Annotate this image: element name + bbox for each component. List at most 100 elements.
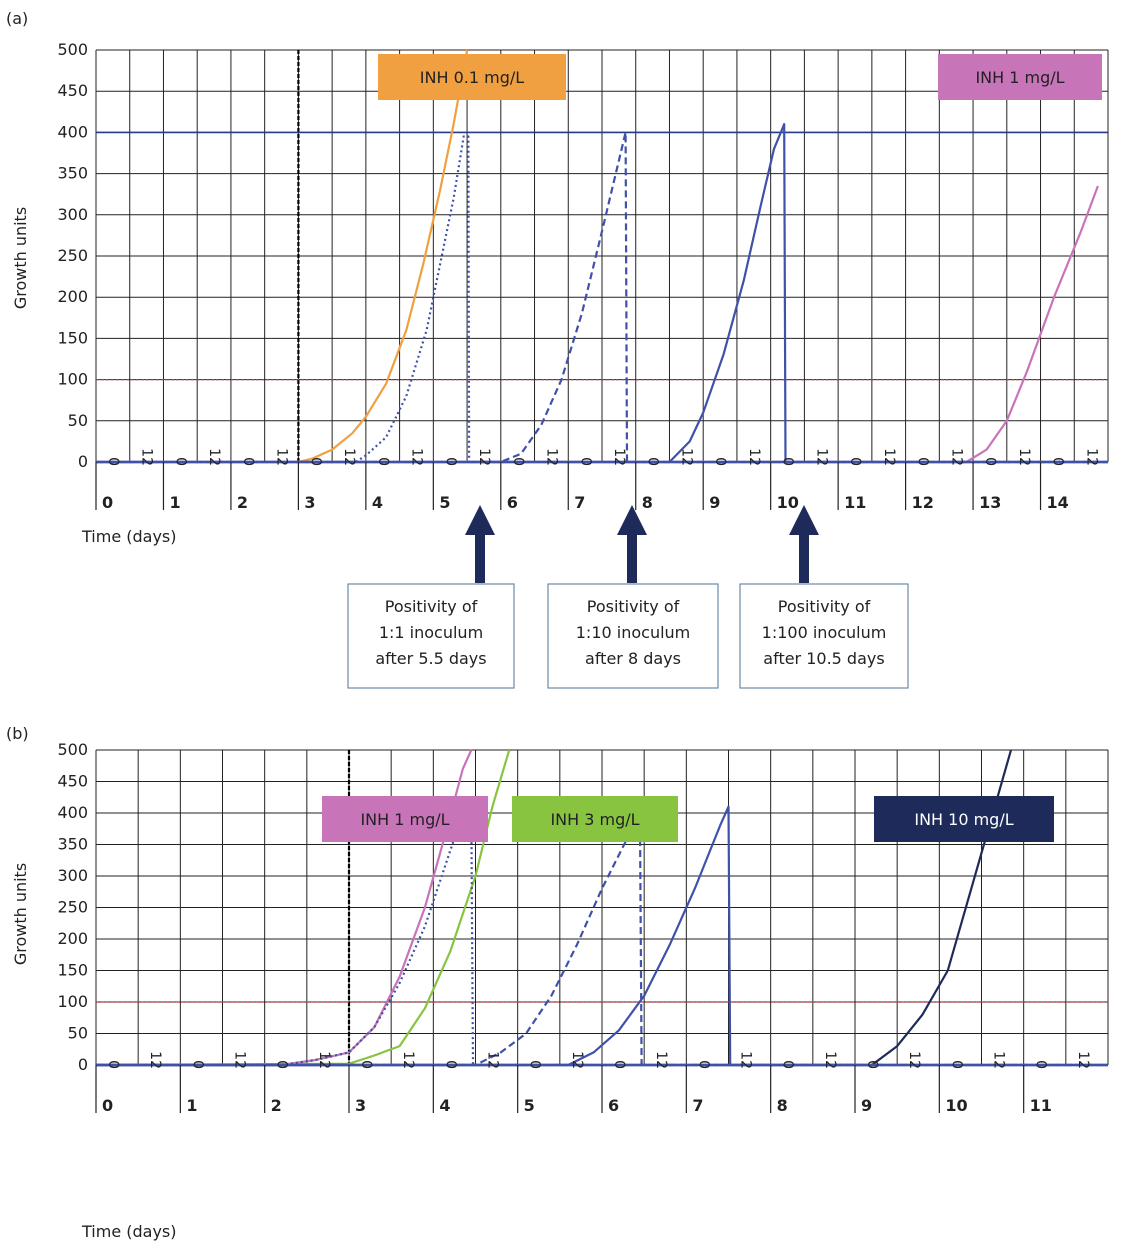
x-tick-label: 0 — [915, 457, 931, 466]
x-tick-label: 12 — [813, 448, 829, 466]
x-tick-label: 12 — [341, 448, 357, 466]
legend-box — [512, 796, 678, 842]
callout-line: Positivity of — [778, 597, 871, 616]
x-tick-label: 0 — [307, 457, 323, 466]
x-tick-label: 0 — [442, 457, 458, 466]
y-tick-label: 350 — [57, 835, 88, 854]
x-tick-label: 0 — [712, 457, 728, 466]
x-tick-label: 12 — [544, 448, 560, 466]
x-tick-label: 12 — [476, 448, 492, 466]
y-tick-label: 250 — [57, 898, 88, 917]
x-tick-label: 0 — [442, 1060, 458, 1069]
legend-label: INH 0.1 mg/L — [420, 68, 524, 87]
day-label: 5 — [439, 493, 450, 512]
callout-2: Positivity of 1:10 inoculum after 8 days — [547, 505, 719, 689]
callout-3: Positivity of 1:100 inoculum after 10.5 … — [739, 505, 909, 689]
x-tick-label: 12 — [139, 448, 155, 466]
day-label: 4 — [439, 1096, 450, 1115]
day-label: 2 — [271, 1096, 282, 1115]
day-label: 13 — [979, 493, 1001, 512]
legend-box — [378, 54, 566, 100]
y-tick-label: 250 — [57, 246, 88, 265]
day-label: 0 — [102, 493, 113, 512]
x-tick-label: 0 — [274, 1060, 290, 1069]
day-label: 11 — [844, 493, 866, 512]
x-tick-label: 0 — [510, 457, 526, 466]
y-tick-label: 100 — [57, 370, 88, 389]
legend: INH 1 mg/L INH 3 mg/L INH 10 mg/L — [322, 796, 1054, 842]
legend-box — [938, 54, 1102, 100]
y-tick-label: 450 — [57, 772, 88, 791]
callout-line: after 10.5 days — [763, 649, 884, 668]
y-tick-label: 200 — [57, 287, 88, 306]
x-tick-label: 0 — [948, 1060, 964, 1069]
x-tick-label: 0 — [864, 1060, 880, 1069]
series-line-4 — [96, 805, 1108, 1067]
day-label: 9 — [709, 493, 720, 512]
x-tick-label: 12 — [906, 1051, 922, 1069]
day-label: 12 — [912, 493, 934, 512]
day-label: 9 — [861, 1096, 872, 1115]
y-tick-label: 500 — [57, 740, 88, 759]
legend-label: INH 3 mg/L — [550, 810, 639, 829]
callout-1: Positivity of 1:1 inoculum after 5.5 day… — [347, 505, 515, 689]
series-lines — [96, 49, 1108, 464]
x-tick-label: 0 — [695, 1060, 711, 1069]
callout-line: 1:1 inoculum — [379, 623, 483, 642]
x-tick-label: 0 — [780, 457, 796, 466]
series-line-1 — [298, 49, 469, 464]
series-line-5 — [96, 805, 1108, 1067]
x-tick-label: 12 — [881, 448, 897, 466]
x-tick-label: 12 — [274, 448, 290, 466]
y-tick-label: 50 — [68, 411, 88, 430]
day-label: 2 — [237, 493, 248, 512]
y-tick-label: 350 — [57, 164, 88, 183]
x-axis-label: Time (days) — [81, 1222, 177, 1241]
y-tick-label: 200 — [57, 929, 88, 948]
x-tick-label: 12 — [738, 1051, 754, 1069]
x-tick-label: 0 — [105, 1060, 121, 1069]
x-tick-label: 0 — [611, 1060, 627, 1069]
x-tick-label: 12 — [206, 448, 222, 466]
day-label: 1 — [186, 1096, 197, 1115]
grid — [95, 49, 1109, 463]
panel-label: (b) — [6, 724, 29, 743]
x-tick-label: 12 — [746, 448, 762, 466]
y-axis-label: Growth units — [11, 207, 30, 309]
day-label: 7 — [574, 493, 585, 512]
y-tick-label: 300 — [57, 866, 88, 885]
x-tick-label: 12 — [232, 1051, 248, 1069]
x-tick-label: 0 — [1050, 457, 1066, 466]
day-label: 6 — [507, 493, 518, 512]
day-label: 14 — [1047, 493, 1069, 512]
callout-line: after 5.5 days — [375, 649, 486, 668]
x-tick-label: 12 — [569, 1051, 585, 1069]
x-tick-label: 0 — [105, 457, 121, 466]
x-tick-labels: 0 12 0 12 0 12 0 12 0 12 0 12 0 12 0 12 0 12 0 12 0 12 0 12 0 12 0… — [105, 448, 1099, 466]
y-tick-labels: 0 50 100 150 200 250 300 350 400 450 500 — [57, 740, 88, 1074]
day-labels: 0 1 2 3 4 5 6 7 8 9 10 11 12 13 14 — [95, 462, 1069, 512]
series-line-3 — [96, 131, 1108, 464]
day-label: 8 — [777, 1096, 788, 1115]
x-tick-label: 0 — [375, 457, 391, 466]
panel-a: (a) Growth units 05010015020025030035040… — [6, 9, 1109, 689]
x-tick-label: 0 — [172, 457, 188, 466]
day-label: 10 — [945, 1096, 967, 1115]
legend-box — [322, 796, 488, 842]
day-label: 10 — [777, 493, 799, 512]
day-label: 5 — [524, 1096, 535, 1115]
y-tick-label: 50 — [68, 1024, 88, 1043]
day-label: 1 — [169, 493, 180, 512]
y-tick-label: 450 — [57, 81, 88, 100]
day-label: 4 — [372, 493, 383, 512]
x-tick-label: 12 — [1083, 448, 1099, 466]
panel-label: (a) — [6, 9, 28, 28]
panel-b: (b) Growth units 05010015020025030035040… — [6, 724, 1109, 1241]
legend-box — [874, 796, 1054, 842]
y-tick-label: 100 — [57, 992, 88, 1011]
callout-line: 1:100 inoculum — [762, 623, 887, 642]
series-line-4 — [96, 123, 1108, 464]
x-tick-label: 0 — [527, 1060, 543, 1069]
x-tick-label: 0 — [1033, 1060, 1049, 1069]
callout-line: Positivity of — [587, 597, 680, 616]
